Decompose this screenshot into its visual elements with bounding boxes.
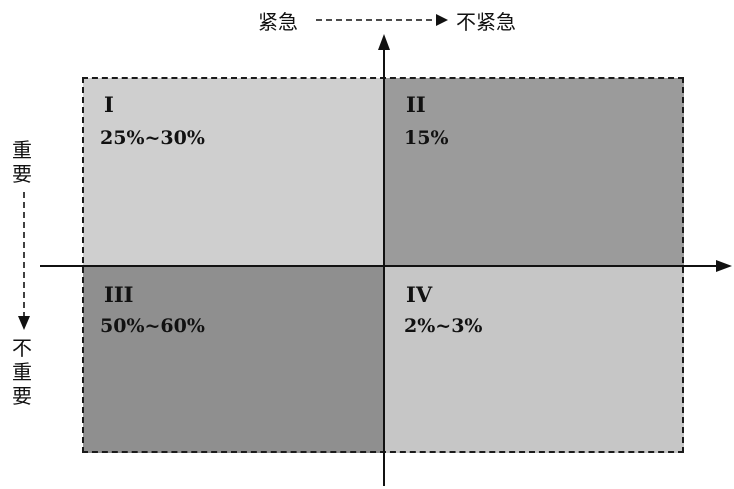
quadrant-1 [83,78,384,266]
not-important-label-char-2: 重 [12,360,32,384]
quadrant-4-numeral: IV [406,282,433,307]
quadrant-1-numeral: I [104,92,114,117]
quadrant-2 [384,78,684,266]
quadrant-3-share: 50%~60% [100,315,205,337]
quadrant-2-numeral: II [406,92,426,117]
quadrant-1-share: 25%~30% [100,127,205,149]
quadrant-3 [83,266,384,453]
quadrant-2-share: 15% [404,127,449,149]
horizontal-axis-arrow [716,260,732,272]
not-important-label-char-3: 要 [12,384,32,408]
urgent-label: 紧急 [258,10,298,34]
important-label-char-1: 重 [12,138,32,162]
important-label-char-2: 要 [12,162,32,186]
not-urgent-label: 不紧急 [456,10,516,34]
vertical-axis-arrow [378,34,390,50]
not-important-label-char-1: 不 [12,336,32,360]
quadrant-4-share: 2%~3% [404,315,483,337]
left-dashed-arrowhead [18,316,30,330]
quadrant-4 [384,266,684,453]
quadrant-3-numeral: III [104,282,134,307]
top-dashed-arrowhead [436,14,448,26]
